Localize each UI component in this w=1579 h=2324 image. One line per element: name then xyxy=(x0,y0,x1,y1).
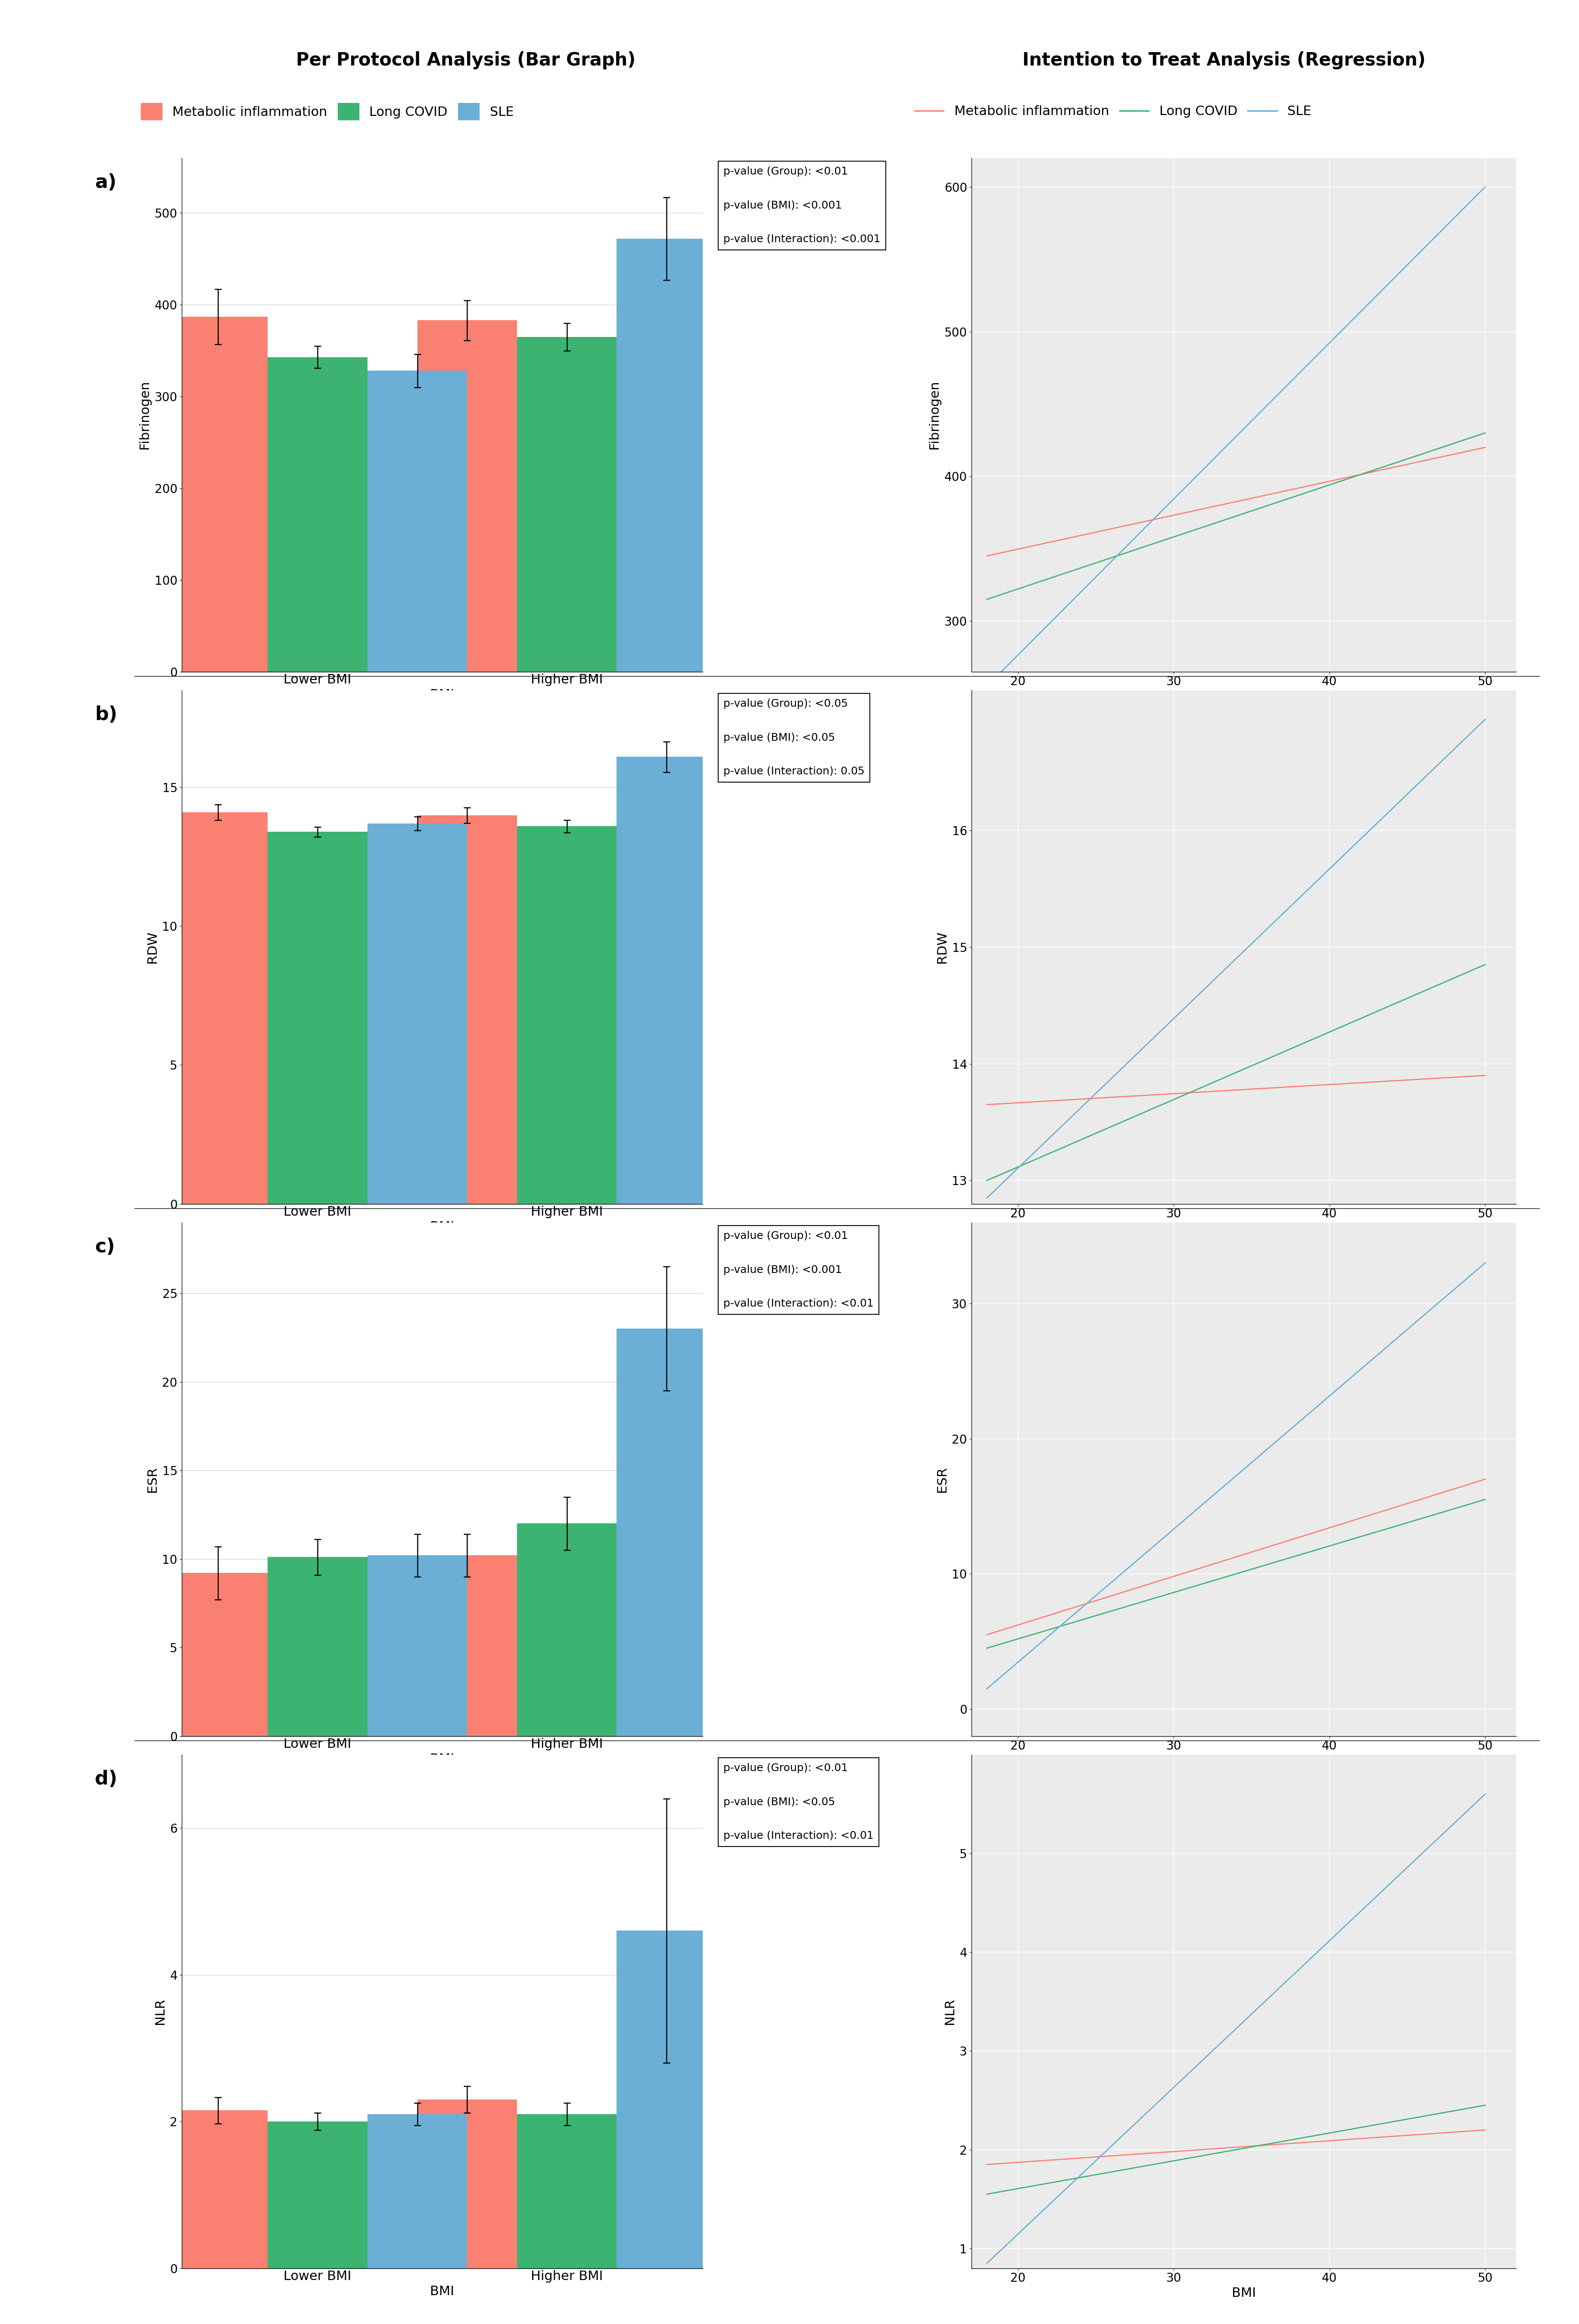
Bar xyxy=(417,816,516,1204)
Text: p-value (Group): <0.01

p-value (BMI): <0.001

p-value (Interaction): <0.001: p-value (Group): <0.01 p-value (BMI): <0… xyxy=(723,167,880,244)
X-axis label: BMI: BMI xyxy=(1232,2287,1255,2298)
Bar xyxy=(167,1573,268,1736)
Bar xyxy=(368,823,467,1204)
Y-axis label: RDW: RDW xyxy=(147,932,158,962)
Text: Per Protocol Analysis (Bar Graph): Per Protocol Analysis (Bar Graph) xyxy=(295,51,636,70)
Bar xyxy=(167,316,268,672)
Bar xyxy=(268,358,368,672)
Bar xyxy=(516,337,616,672)
X-axis label: BMI: BMI xyxy=(429,1752,455,1766)
X-axis label: BMI: BMI xyxy=(429,688,455,702)
Text: p-value (Group): <0.05

p-value (BMI): <0.05

p-value (Interaction): 0.05: p-value (Group): <0.05 p-value (BMI): <0… xyxy=(723,700,864,776)
Text: d): d) xyxy=(95,1771,117,1789)
Bar xyxy=(167,2110,268,2268)
X-axis label: BMI: BMI xyxy=(1232,690,1255,702)
Text: b): b) xyxy=(95,706,117,725)
Bar xyxy=(516,2115,616,2268)
X-axis label: BMI: BMI xyxy=(1232,1755,1255,1766)
Bar xyxy=(516,827,616,1204)
Text: p-value (Group): <0.01

p-value (BMI): <0.001

p-value (Interaction): <0.01: p-value (Group): <0.01 p-value (BMI): <0… xyxy=(723,1232,873,1308)
X-axis label: BMI: BMI xyxy=(429,2284,455,2298)
Y-axis label: NLR: NLR xyxy=(153,1999,166,2024)
Bar xyxy=(268,832,368,1204)
X-axis label: BMI: BMI xyxy=(429,1220,455,1234)
Text: Intention to Treat Analysis (Regression): Intention to Treat Analysis (Regression) xyxy=(1022,51,1426,70)
Y-axis label: Fibrinogen: Fibrinogen xyxy=(928,381,941,449)
Bar xyxy=(417,321,516,672)
Bar xyxy=(368,1555,467,1736)
Bar xyxy=(417,2099,516,2268)
X-axis label: BMI: BMI xyxy=(1232,1222,1255,1234)
Text: a): a) xyxy=(95,174,117,193)
Text: p-value (Group): <0.01

p-value (BMI): <0.05

p-value (Interaction): <0.01: p-value (Group): <0.01 p-value (BMI): <0… xyxy=(723,1764,873,1841)
Legend: Metabolic inflammation, Long COVID, SLE: Metabolic inflammation, Long COVID, SLE xyxy=(914,105,1311,119)
Text: c): c) xyxy=(95,1239,115,1257)
Bar xyxy=(368,372,467,672)
Bar xyxy=(167,813,268,1204)
Y-axis label: Fibrinogen: Fibrinogen xyxy=(139,381,152,449)
Y-axis label: RDW: RDW xyxy=(936,932,947,962)
Y-axis label: ESR: ESR xyxy=(935,1466,947,1492)
Bar xyxy=(268,1557,368,1736)
Bar xyxy=(268,2122,368,2268)
Bar xyxy=(616,1931,717,2268)
Y-axis label: NLR: NLR xyxy=(943,1999,955,2024)
Y-axis label: ESR: ESR xyxy=(147,1466,158,1492)
Bar xyxy=(417,1555,516,1736)
Bar xyxy=(368,2115,467,2268)
Bar xyxy=(616,758,717,1204)
Bar xyxy=(616,1329,717,1736)
Bar xyxy=(616,239,717,672)
Bar xyxy=(516,1525,616,1736)
Legend: Metabolic inflammation, Long COVID, SLE: Metabolic inflammation, Long COVID, SLE xyxy=(141,102,513,121)
